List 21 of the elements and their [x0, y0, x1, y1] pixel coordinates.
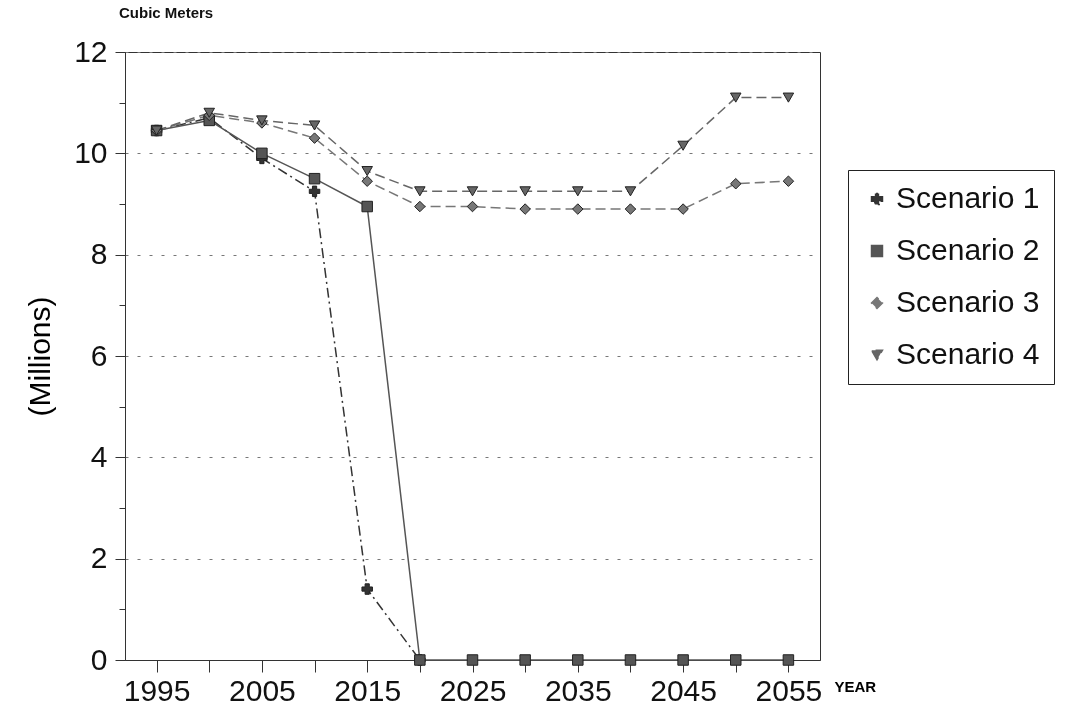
x-tick-label: 2045: [650, 673, 717, 707]
x-tick-label: 2035: [544, 673, 612, 707]
legend-label: Scenario 4: [896, 337, 1040, 370]
y-tick-label: 8: [90, 237, 108, 271]
chart-title: Cubic Meters: [119, 4, 214, 21]
y-tick-label: 10: [74, 135, 108, 169]
y-tick-label: 4: [90, 439, 108, 473]
y-tick-label: 2: [90, 541, 108, 575]
legend-label: Scenario 1: [896, 181, 1040, 214]
y-axis-title: (Millions): [23, 296, 57, 417]
x-tick-label: 2005: [229, 673, 296, 707]
legend-label: Scenario 3: [896, 285, 1040, 318]
y-tick-label: 6: [90, 338, 108, 372]
legend-label: Scenario 2: [896, 233, 1040, 266]
x-tick-label: 2015: [334, 673, 402, 707]
x-axis-title: YEAR: [834, 677, 877, 695]
x-tick-label: 1995: [123, 673, 191, 707]
y-tick-label: 0: [90, 642, 108, 676]
x-tick-label: 2055: [755, 673, 823, 707]
y-tick-label: 12: [74, 34, 108, 68]
x-tick-label: 2025: [439, 673, 507, 707]
